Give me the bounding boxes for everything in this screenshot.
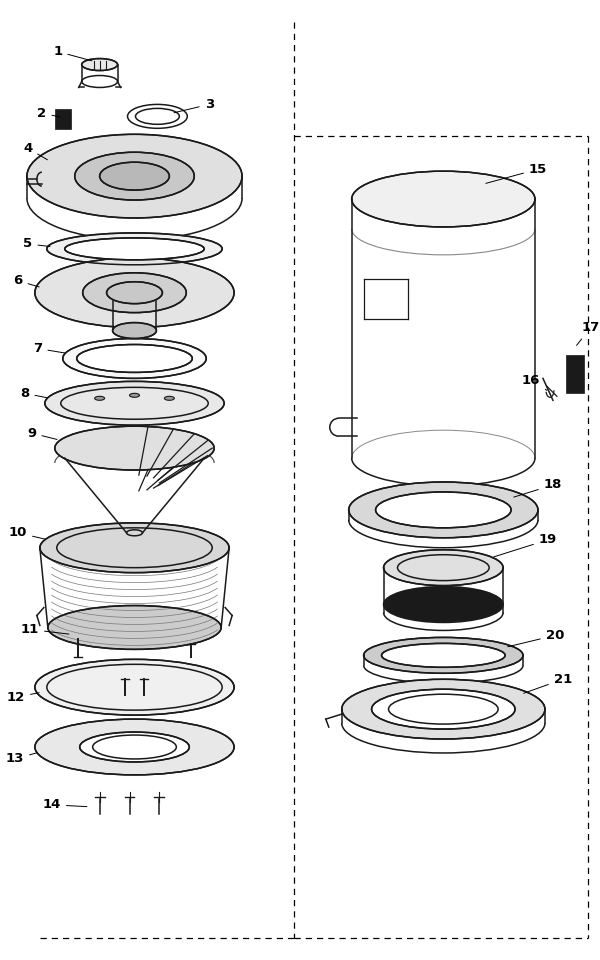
- Text: 16: 16: [522, 373, 547, 391]
- Ellipse shape: [35, 660, 234, 715]
- Text: 9: 9: [28, 426, 57, 440]
- Ellipse shape: [75, 153, 194, 200]
- Ellipse shape: [35, 258, 234, 327]
- Ellipse shape: [63, 339, 206, 378]
- Ellipse shape: [48, 606, 221, 649]
- Text: 12: 12: [7, 690, 39, 704]
- Ellipse shape: [383, 550, 503, 586]
- Text: 2: 2: [37, 107, 60, 120]
- Ellipse shape: [95, 396, 104, 400]
- Ellipse shape: [65, 238, 204, 260]
- Text: 4: 4: [23, 142, 47, 159]
- Ellipse shape: [113, 323, 157, 339]
- Ellipse shape: [83, 273, 187, 313]
- Ellipse shape: [130, 394, 139, 397]
- Ellipse shape: [383, 587, 503, 622]
- Text: 17: 17: [577, 321, 600, 346]
- Ellipse shape: [82, 59, 118, 70]
- Text: 1: 1: [53, 45, 92, 60]
- Polygon shape: [566, 355, 584, 394]
- Ellipse shape: [77, 345, 192, 372]
- Text: 21: 21: [524, 673, 572, 693]
- Ellipse shape: [164, 396, 175, 400]
- Text: 10: 10: [9, 526, 45, 540]
- Ellipse shape: [40, 523, 229, 573]
- Text: 5: 5: [23, 237, 50, 251]
- Ellipse shape: [382, 643, 505, 667]
- Ellipse shape: [47, 233, 222, 265]
- Text: 7: 7: [33, 342, 65, 355]
- Ellipse shape: [364, 637, 523, 673]
- Text: 6: 6: [13, 275, 39, 287]
- Ellipse shape: [35, 719, 234, 775]
- Ellipse shape: [100, 162, 169, 190]
- Ellipse shape: [55, 426, 214, 470]
- Text: 18: 18: [514, 478, 562, 497]
- Text: 13: 13: [6, 753, 37, 765]
- Text: 15: 15: [486, 162, 547, 183]
- Ellipse shape: [27, 134, 242, 218]
- Ellipse shape: [107, 281, 163, 303]
- Ellipse shape: [349, 482, 538, 538]
- Text: 20: 20: [508, 629, 564, 647]
- Ellipse shape: [352, 171, 535, 227]
- Text: 8: 8: [20, 387, 47, 399]
- Text: 19: 19: [494, 533, 557, 557]
- Ellipse shape: [342, 680, 545, 739]
- Ellipse shape: [376, 492, 511, 528]
- Ellipse shape: [136, 108, 179, 125]
- Polygon shape: [55, 109, 71, 130]
- Ellipse shape: [80, 732, 189, 762]
- Ellipse shape: [45, 381, 224, 425]
- Text: 3: 3: [174, 98, 214, 112]
- Text: 11: 11: [21, 623, 69, 636]
- Text: 14: 14: [43, 799, 87, 811]
- Ellipse shape: [371, 689, 515, 729]
